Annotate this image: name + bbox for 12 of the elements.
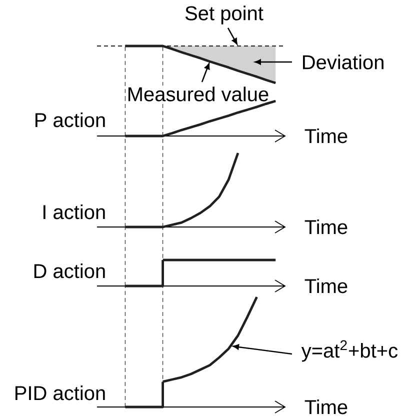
y-axis-title: D action: [34, 264, 105, 278]
series-label: Measured value: [128, 86, 268, 102]
y-axis-title: P action: [36, 112, 105, 128]
text: Deviation: [303, 54, 384, 70]
y-axis-title: PID action: [16, 386, 105, 400]
series-label: Set point: [185, 6, 264, 24]
x-axis-title: Time: [304, 400, 348, 414]
y-axis-title: I action: [43, 204, 105, 220]
x-axis-title: Time: [304, 220, 348, 234]
text: y=at$^{2}$+bt+c: [301, 340, 398, 362]
x-axis-title: Time: [304, 278, 348, 294]
x-axis-title: Time: [304, 128, 348, 144]
